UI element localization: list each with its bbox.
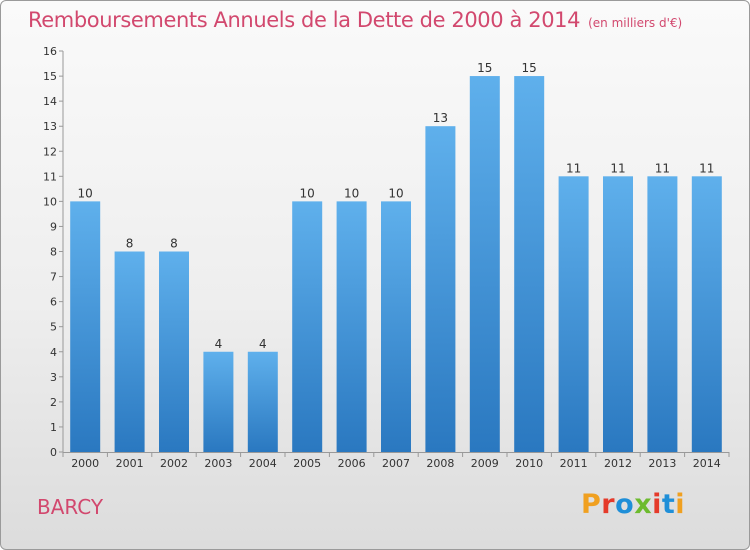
x-tick-label-2012: 2012 xyxy=(604,457,632,470)
x-tick-label-2010: 2010 xyxy=(515,457,543,470)
data-label-2004: 4 xyxy=(259,337,267,351)
y-tick-label: 12 xyxy=(43,145,57,158)
logo-letter: t xyxy=(661,489,676,520)
data-label-2012: 11 xyxy=(610,161,625,175)
logo-letter: P xyxy=(581,489,602,520)
logo-letter: r xyxy=(601,489,616,520)
x-tick-label-2004: 2004 xyxy=(249,457,277,470)
data-label-2013: 11 xyxy=(655,161,670,175)
data-label-2003: 4 xyxy=(215,337,223,351)
logo-letter: o xyxy=(615,489,635,520)
data-label-2000: 10 xyxy=(78,186,93,200)
logo-letter: i xyxy=(675,489,686,520)
x-tick-label-2007: 2007 xyxy=(382,457,410,470)
bars-group xyxy=(70,76,722,452)
x-tick-label-2003: 2003 xyxy=(204,457,232,470)
bar-2006 xyxy=(336,201,367,452)
y-tick-label: 0 xyxy=(50,446,57,459)
bar-2010 xyxy=(514,76,545,452)
title-text: Remboursements Annuels de la Dette de 20… xyxy=(28,8,581,32)
data-label-2007: 10 xyxy=(388,186,403,200)
bar-2008 xyxy=(425,126,456,452)
x-tick-label-2001: 2001 xyxy=(116,457,144,470)
x-tick-label-2008: 2008 xyxy=(426,457,454,470)
data-label-2001: 8 xyxy=(126,237,134,251)
y-tick-label: 16 xyxy=(43,45,57,58)
data-label-2006: 10 xyxy=(344,186,359,200)
x-tick-label-2009: 2009 xyxy=(471,457,499,470)
y-tick-label: 15 xyxy=(43,70,57,83)
bar-2009 xyxy=(469,76,500,452)
x-tick-label-2013: 2013 xyxy=(648,457,676,470)
y-tick-label: 1 xyxy=(50,421,57,434)
x-tick-label-2006: 2006 xyxy=(338,457,366,470)
bar-2005 xyxy=(292,201,323,452)
y-tick-label: 11 xyxy=(43,170,57,183)
data-label-2009: 15 xyxy=(477,61,492,75)
data-label-2011: 11 xyxy=(566,161,581,175)
data-label-2010: 15 xyxy=(522,61,537,75)
x-axis-ticks: 2000 2001 2002 2003 2004 2005 2006 2007 2008 2009… xyxy=(62,452,730,470)
x-tick-label-2014: 2014 xyxy=(693,457,721,470)
y-tick-label: 3 xyxy=(50,371,57,384)
x-tick-label-2002: 2002 xyxy=(160,457,188,470)
x-tick-label-2011: 2011 xyxy=(560,457,588,470)
data-label-2005: 10 xyxy=(300,186,315,200)
data-label-2008: 13 xyxy=(433,111,448,125)
data-label-2002: 8 xyxy=(170,237,178,251)
bar-2007 xyxy=(381,201,411,452)
logo-letter: i xyxy=(652,489,662,520)
y-tick-label: 7 xyxy=(50,271,57,284)
x-tick-label-2005: 2005 xyxy=(293,457,321,470)
y-tick-label: 14 xyxy=(43,95,57,108)
chart-title: Remboursements Annuels de la Dette de 20… xyxy=(28,8,682,32)
bar-2013 xyxy=(647,176,678,452)
y-tick-label: 10 xyxy=(43,195,57,208)
title-unit: (en milliers d'€) xyxy=(588,16,683,30)
bar-2002 xyxy=(159,251,189,452)
bar-2000 xyxy=(70,201,101,452)
bar-2014 xyxy=(691,176,722,452)
logo-letter: x xyxy=(634,489,653,520)
bar-2004 xyxy=(247,351,278,452)
x-tick-label-2000: 2000 xyxy=(71,457,99,470)
data-label-2014: 11 xyxy=(699,161,714,175)
y-tick-label: 4 xyxy=(50,346,57,359)
proxiti-logo: Proxiti xyxy=(581,489,685,520)
y-tick-label: 8 xyxy=(50,246,57,259)
y-tick-label: 6 xyxy=(50,296,57,309)
bar-2011 xyxy=(558,176,589,452)
y-tick-label: 9 xyxy=(50,220,57,233)
y-tick-label: 5 xyxy=(50,321,57,334)
data-labels-group: 10 8 8 4 4 10 10 10 13 15 15 11 11 11 11 xyxy=(78,61,715,351)
y-tick-label: 2 xyxy=(50,396,57,409)
bar-2003 xyxy=(203,351,234,452)
y-tick-label: 13 xyxy=(43,120,57,133)
bar-2001 xyxy=(114,251,145,452)
bar-2012 xyxy=(603,176,633,452)
location-name: BARCY xyxy=(37,495,104,519)
